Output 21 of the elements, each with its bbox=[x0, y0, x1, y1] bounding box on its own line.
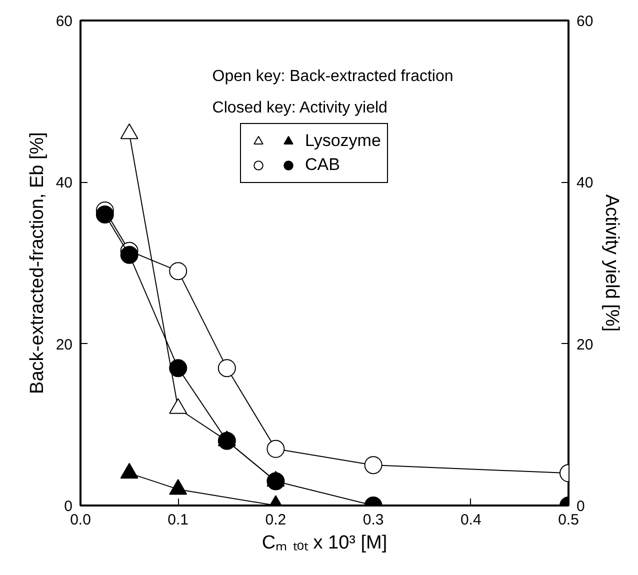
legend-label: Lysozyme bbox=[305, 131, 381, 151]
y-tick-label: 0 bbox=[64, 498, 72, 515]
y2-tick-label: 0 bbox=[576, 498, 585, 515]
y-axis-title: Back-extracted-fraction, Eb [%] bbox=[26, 132, 48, 394]
y2-tick-label: 40 bbox=[576, 174, 594, 192]
y-tick-label: 40 bbox=[56, 174, 73, 192]
y-tick-label: 20 bbox=[56, 336, 73, 354]
x-tick-label: 0.1 bbox=[168, 512, 189, 528]
legend-label: CAB bbox=[305, 155, 340, 175]
y2-tick-label: 60 bbox=[576, 13, 594, 30]
annotation: Closed key: Activity yield bbox=[212, 99, 388, 116]
x-tick-label: 0.0 bbox=[70, 512, 91, 528]
x-tick-label: 0.4 bbox=[460, 512, 482, 528]
x-tick-label: 0.2 bbox=[265, 512, 286, 528]
y2-tick-label: 20 bbox=[576, 336, 594, 354]
y-tick-label: 60 bbox=[56, 13, 73, 30]
x-axis-title: Cₘ ₜₒₜ x 10³ [M] bbox=[262, 532, 388, 554]
y2-axis-title: Activity yield [%] bbox=[601, 194, 622, 332]
annotation: Open key: Back-extracted fraction bbox=[212, 68, 454, 85]
x-tick-label: 0.3 bbox=[362, 512, 384, 528]
x-tick-label: 0.5 bbox=[558, 512, 579, 528]
